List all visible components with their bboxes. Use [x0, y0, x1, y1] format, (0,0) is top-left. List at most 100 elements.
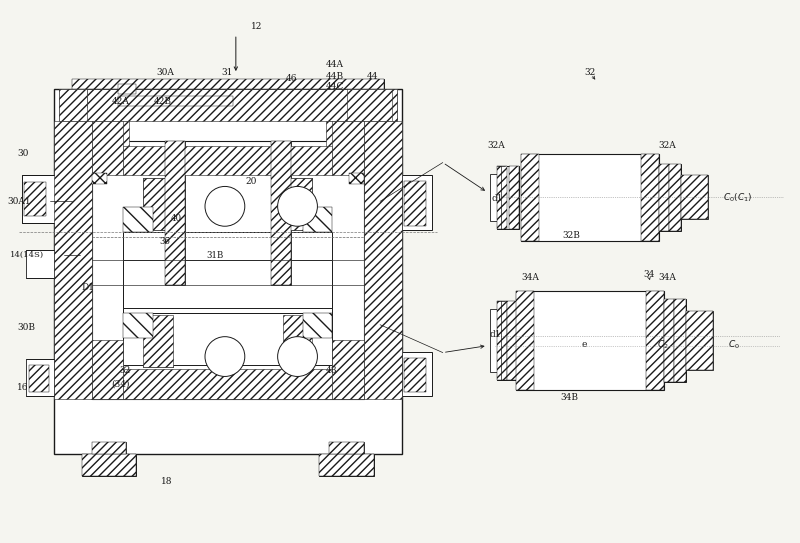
Bar: [72, 79, 384, 89]
Bar: [517, 291, 534, 390]
Bar: [319, 454, 374, 476]
Bar: [118, 84, 136, 94]
Text: $C_2$: $C_2$: [657, 338, 668, 351]
Bar: [58, 89, 86, 121]
Bar: [29, 364, 49, 393]
Bar: [91, 442, 126, 454]
Text: 30A: 30A: [156, 67, 174, 77]
Bar: [669, 163, 681, 231]
Text: 34A: 34A: [658, 274, 677, 282]
Text: 40: 40: [171, 214, 182, 223]
Bar: [686, 311, 714, 370]
Text: 34: 34: [644, 270, 655, 280]
Text: e: e: [581, 340, 586, 349]
Bar: [91, 121, 110, 153]
Bar: [143, 179, 173, 230]
Text: 30: 30: [17, 149, 28, 158]
Bar: [330, 442, 364, 454]
Bar: [369, 89, 397, 121]
Bar: [82, 454, 136, 476]
Bar: [332, 340, 364, 399]
Text: $C_0$: $C_0$: [728, 338, 740, 351]
Bar: [123, 260, 332, 308]
Bar: [166, 141, 185, 285]
Bar: [91, 121, 123, 175]
Text: 30B: 30B: [17, 323, 35, 332]
Bar: [143, 179, 173, 230]
Bar: [82, 454, 136, 476]
Bar: [402, 175, 432, 230]
Bar: [326, 121, 364, 153]
Bar: [350, 173, 364, 185]
Text: 30A1: 30A1: [7, 197, 30, 206]
Text: 42A: 42A: [111, 97, 130, 106]
Bar: [123, 232, 332, 260]
Bar: [330, 442, 364, 454]
Bar: [91, 141, 364, 399]
Bar: [123, 369, 332, 399]
Text: (34): (34): [111, 380, 130, 389]
Bar: [498, 301, 519, 381]
Text: 36: 36: [159, 237, 170, 245]
Bar: [681, 175, 709, 219]
Text: 31: 31: [221, 67, 232, 77]
Bar: [507, 301, 519, 381]
Text: d1: d1: [491, 194, 503, 203]
Bar: [118, 96, 233, 106]
Bar: [641, 154, 658, 241]
Bar: [24, 182, 46, 216]
Bar: [66, 89, 86, 107]
Bar: [369, 89, 389, 107]
Bar: [123, 313, 154, 338]
Text: 12: 12: [250, 22, 262, 31]
Circle shape: [205, 186, 245, 226]
Bar: [498, 301, 507, 381]
Text: 32: 32: [584, 67, 595, 77]
Bar: [166, 141, 185, 285]
Bar: [282, 315, 313, 367]
Bar: [91, 442, 126, 454]
Bar: [143, 315, 173, 367]
Bar: [646, 291, 664, 390]
Bar: [143, 315, 173, 367]
Bar: [498, 166, 519, 229]
Bar: [118, 96, 233, 106]
Text: 32A: 32A: [487, 141, 506, 150]
Bar: [91, 173, 106, 185]
Bar: [404, 357, 426, 393]
Bar: [302, 313, 332, 338]
Text: 48: 48: [326, 366, 337, 375]
Bar: [32, 188, 44, 200]
Text: 34A: 34A: [522, 274, 539, 282]
Text: 44B: 44B: [326, 72, 343, 80]
Bar: [91, 340, 123, 399]
Text: 46: 46: [286, 74, 297, 84]
Circle shape: [278, 337, 318, 376]
Circle shape: [278, 186, 318, 226]
Text: 31B: 31B: [206, 250, 223, 260]
Bar: [664, 299, 674, 382]
Bar: [26, 358, 54, 396]
Bar: [404, 181, 426, 226]
Text: 32A: 32A: [658, 141, 677, 150]
Bar: [123, 285, 332, 313]
Bar: [58, 89, 397, 121]
Bar: [522, 154, 658, 241]
Bar: [270, 141, 290, 285]
Bar: [54, 121, 91, 399]
Text: d1: d1: [490, 330, 501, 339]
Text: 42B: 42B: [154, 97, 171, 106]
Bar: [517, 291, 664, 390]
Bar: [402, 351, 432, 396]
Bar: [347, 89, 392, 121]
Bar: [332, 121, 364, 175]
Text: 32B: 32B: [562, 231, 580, 239]
Bar: [22, 175, 57, 223]
Bar: [510, 166, 519, 229]
Text: D1: D1: [82, 283, 94, 293]
Bar: [123, 313, 332, 364]
Bar: [123, 207, 154, 232]
Bar: [91, 121, 130, 153]
Bar: [270, 141, 290, 285]
Bar: [681, 175, 709, 219]
